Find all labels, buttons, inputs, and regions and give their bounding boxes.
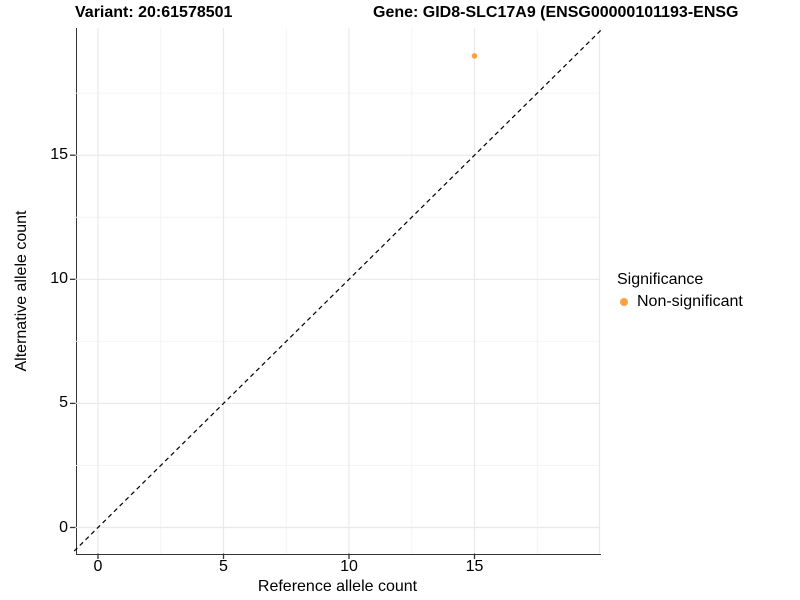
x-tick-label: 0 bbox=[93, 558, 103, 575]
variant-title: Variant: 20:61578501 bbox=[75, 4, 233, 21]
y-tick-label: 15 bbox=[50, 146, 68, 164]
identity-reference-line bbox=[73, 29, 602, 552]
legend-item-label: Non-significant bbox=[637, 293, 743, 310]
x-axis-title: Reference allele count bbox=[257, 578, 418, 595]
legend: Significance Non-significant bbox=[617, 270, 743, 311]
plot-panel bbox=[75, 28, 601, 555]
x-tick-label: 5 bbox=[219, 558, 228, 575]
data-point bbox=[471, 53, 478, 59]
legend-point-icon bbox=[620, 298, 628, 306]
y-tick-label: 0 bbox=[59, 518, 68, 536]
gene-title: Gene: GID8-SLC17A9 (ENSG00000101193-ENSG bbox=[373, 4, 739, 21]
x-tick-label: 15 bbox=[465, 558, 484, 575]
y-tick-label: 5 bbox=[59, 394, 68, 412]
x-tick-label: 10 bbox=[340, 558, 358, 575]
legend-title: Significance bbox=[617, 271, 704, 288]
legend-item-non-significant: Non-significant bbox=[617, 293, 743, 311]
y-axis-title: Alternative allele count bbox=[13, 210, 30, 372]
y-tick-label: 10 bbox=[50, 270, 68, 288]
